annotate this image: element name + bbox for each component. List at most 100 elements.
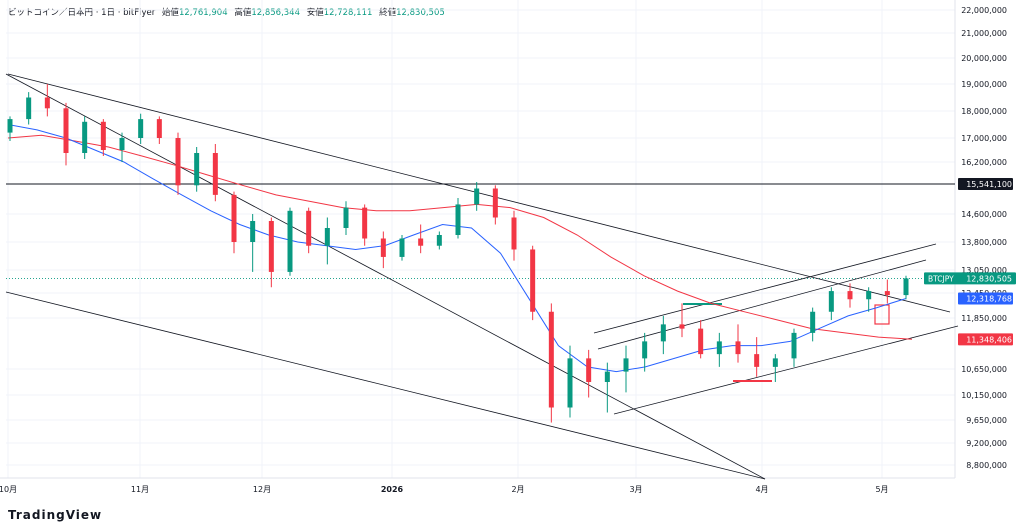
- candle-body: [604, 371, 610, 382]
- y-tick-label: 21,000,000: [961, 29, 1007, 38]
- y-tick-label: 20,000,000: [961, 54, 1007, 63]
- y-tick-label: 10,650,000: [961, 365, 1007, 374]
- x-tick-label: 2026: [381, 485, 404, 494]
- ma-long-price-tag-bg: [958, 333, 1013, 346]
- ma-long-line: [7, 134, 913, 340]
- close-label: 終値: [379, 8, 397, 18]
- candle-body: [324, 228, 330, 246]
- candle-body: [119, 138, 125, 150]
- candle-body: [138, 119, 144, 138]
- open-label: 始値: [161, 8, 179, 18]
- candle-body: [548, 311, 554, 408]
- candle-body: [250, 221, 256, 242]
- candle-body: [735, 341, 741, 355]
- candle-body: [716, 341, 722, 355]
- candle-body: [212, 153, 218, 195]
- candle-body: [754, 354, 760, 367]
- symbol-title: ビットコイン／日本円 · 1日 · bitFlyer: [8, 8, 156, 18]
- trend-line: [5, 73, 766, 480]
- y-tick-label: 22,000,000: [961, 6, 1007, 15]
- candle-body: [642, 341, 648, 359]
- candle-body: [847, 291, 853, 300]
- candle-body: [268, 221, 274, 272]
- trend-line: [597, 259, 927, 350]
- candle-body: [474, 188, 480, 205]
- hline-price-tag-bg: [958, 178, 1013, 190]
- ma-long-price-tag: 11,348,406: [958, 333, 1013, 346]
- x-tick-label: 10月: [0, 485, 17, 494]
- y-tick-label: 17,000,000: [961, 134, 1007, 143]
- candle-body: [100, 121, 106, 150]
- candle-body: [455, 204, 461, 235]
- candle-body: [44, 97, 50, 109]
- last-price-tag-text: 12,830,505: [966, 274, 1012, 283]
- trend-line: [613, 325, 959, 415]
- candle-body: [63, 108, 69, 153]
- candle-body: [306, 210, 312, 246]
- candle-body: [436, 235, 442, 246]
- candle-body: [586, 358, 592, 382]
- candle-body: [828, 291, 834, 312]
- candle-body: [623, 358, 629, 372]
- candle-body: [660, 324, 666, 342]
- open-value: 12,761,904: [178, 8, 228, 18]
- candle-body: [903, 278, 909, 296]
- high-value: 12,856,344: [251, 8, 300, 18]
- candle-body: [511, 217, 517, 250]
- candle-body: [194, 153, 200, 186]
- y-tick-label: 13,050,000: [961, 266, 1007, 275]
- last-price-tag-bg: [924, 272, 1016, 285]
- ma-long-price-tag-text: 11,348,406: [966, 335, 1012, 344]
- x-tick-label: 2月: [511, 485, 524, 494]
- low-value: 12,728,111: [323, 8, 373, 18]
- close-value: 12,830,505: [396, 8, 445, 18]
- candle-body: [698, 328, 704, 355]
- x-tick-label: 12月: [253, 485, 271, 494]
- candle-body: [866, 291, 872, 300]
- x-tick-label: 4月: [755, 485, 768, 494]
- hline-price-tag-text: 15,541,100: [966, 180, 1012, 189]
- chart-header: ビットコイン／日本円 · 1日 · bitFlyer 始値12,761,904 …: [8, 6, 445, 18]
- candle-body: [418, 238, 424, 246]
- ma-short-price-tag-text: 12,318,768: [966, 294, 1012, 303]
- candle-body: [530, 249, 536, 312]
- y-tick-label: 9,650,000: [966, 416, 1007, 425]
- candle-body: [287, 210, 293, 272]
- ma-short-price-tag-bg: [958, 292, 1013, 305]
- candle-body: [679, 324, 685, 329]
- y-tick-label: 10,150,000: [961, 391, 1007, 400]
- y-tick-label: 18,000,000: [961, 107, 1007, 116]
- candle-body: [7, 119, 13, 133]
- x-tick-label: 5月: [875, 485, 888, 494]
- candle-body: [380, 238, 386, 257]
- y-tick-label: 11,850,000: [961, 314, 1007, 323]
- trend-line: [593, 243, 937, 334]
- candle-body: [175, 138, 181, 186]
- candle-body: [26, 97, 32, 120]
- x-tick-label: 11月: [131, 485, 149, 494]
- candle-body: [82, 121, 88, 153]
- x-tick-label: 3月: [629, 485, 642, 494]
- candle-body: [231, 194, 237, 242]
- candle-body: [567, 358, 573, 408]
- y-tick-label: 13,800,000: [961, 238, 1007, 247]
- candle-body: [343, 207, 349, 228]
- tradingview-logo: TradingView: [8, 508, 103, 522]
- candle-body: [156, 119, 162, 138]
- y-tick-label: 14,600,000: [961, 210, 1007, 219]
- symbol-tag-text: BTCJPY: [928, 274, 954, 283]
- candle-body: [772, 358, 778, 367]
- highlight-box: [874, 304, 890, 325]
- low-label: 安値: [306, 8, 324, 18]
- trend-line: [5, 291, 766, 480]
- y-tick-label: 16,200,000: [961, 158, 1007, 167]
- high-label: 高値: [234, 8, 252, 18]
- y-tick-label: 8,800,000: [966, 461, 1007, 470]
- candle-body: [791, 332, 797, 359]
- ma-short-price-tag: 12,318,768: [958, 292, 1013, 305]
- candle-body: [492, 188, 498, 218]
- candle-body: [362, 207, 368, 239]
- candle-body: [399, 238, 405, 257]
- y-tick-label: 19,000,000: [961, 80, 1007, 89]
